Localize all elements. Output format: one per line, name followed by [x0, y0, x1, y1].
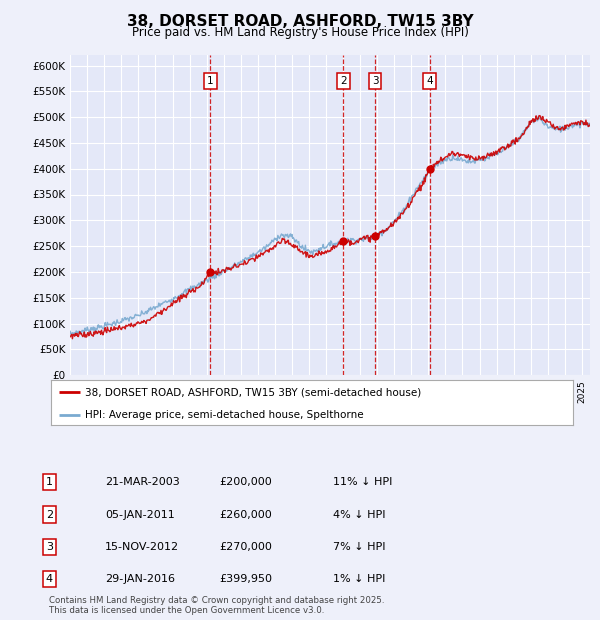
Text: 3: 3 — [46, 542, 53, 552]
Text: Contains HM Land Registry data © Crown copyright and database right 2025.
This d: Contains HM Land Registry data © Crown c… — [49, 596, 385, 615]
Text: 15-NOV-2012: 15-NOV-2012 — [105, 542, 179, 552]
Text: 2: 2 — [46, 510, 53, 520]
Text: 1: 1 — [207, 76, 214, 86]
Text: 38, DORSET ROAD, ASHFORD, TW15 3BY (semi-detached house): 38, DORSET ROAD, ASHFORD, TW15 3BY (semi… — [85, 387, 421, 397]
Text: 29-JAN-2016: 29-JAN-2016 — [105, 574, 175, 584]
Text: 4% ↓ HPI: 4% ↓ HPI — [333, 510, 386, 520]
Text: 05-JAN-2011: 05-JAN-2011 — [105, 510, 175, 520]
Text: 1% ↓ HPI: 1% ↓ HPI — [333, 574, 385, 584]
Text: 3: 3 — [372, 76, 379, 86]
Text: 2: 2 — [340, 76, 347, 86]
Text: 4: 4 — [46, 574, 53, 584]
Text: 7% ↓ HPI: 7% ↓ HPI — [333, 542, 386, 552]
Text: 4: 4 — [426, 76, 433, 86]
Text: HPI: Average price, semi-detached house, Spelthorne: HPI: Average price, semi-detached house,… — [85, 410, 364, 420]
Text: £260,000: £260,000 — [219, 510, 272, 520]
Text: 11% ↓ HPI: 11% ↓ HPI — [333, 477, 392, 487]
Text: Price paid vs. HM Land Registry's House Price Index (HPI): Price paid vs. HM Land Registry's House … — [131, 26, 469, 39]
Text: £270,000: £270,000 — [219, 542, 272, 552]
Text: £200,000: £200,000 — [219, 477, 272, 487]
Text: 1: 1 — [46, 477, 53, 487]
Text: £399,950: £399,950 — [219, 574, 272, 584]
Text: 21-MAR-2003: 21-MAR-2003 — [105, 477, 180, 487]
Text: 38, DORSET ROAD, ASHFORD, TW15 3BY: 38, DORSET ROAD, ASHFORD, TW15 3BY — [127, 14, 473, 29]
